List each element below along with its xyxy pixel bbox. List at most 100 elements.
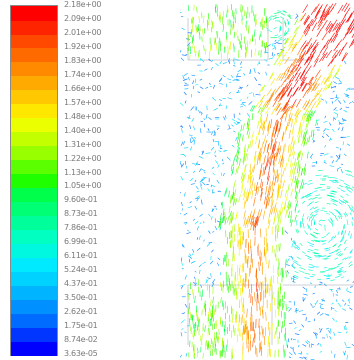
velocity-vector — [287, 21, 289, 25]
velocity-vector — [244, 219, 248, 228]
velocity-vector — [340, 18, 346, 28]
velocity-vector — [317, 14, 324, 24]
velocity-vector — [249, 171, 252, 180]
velocity-vector — [330, 350, 333, 354]
velocity-vector — [280, 73, 286, 82]
velocity-vector — [200, 339, 202, 346]
velocity-vector — [323, 129, 326, 132]
velocity-vector — [330, 307, 335, 310]
velocity-vector — [260, 346, 262, 356]
velocity-vector — [254, 333, 256, 343]
velocity-vector — [302, 4, 309, 14]
velocity-vector — [251, 112, 254, 121]
velocity-vector — [351, 344, 354, 347]
velocity-vector — [308, 225, 312, 231]
velocity-vector — [295, 15, 298, 19]
velocity-vector — [231, 213, 234, 221]
velocity-vector — [336, 248, 340, 252]
velocity-vector — [192, 249, 195, 253]
velocity-vector — [210, 146, 215, 151]
velocity-vector — [212, 172, 215, 176]
velocity-vector — [191, 24, 194, 33]
velocity-vector — [232, 21, 234, 29]
velocity-vector — [212, 189, 214, 194]
velocity-vector — [337, 270, 342, 273]
velocity-vector — [323, 153, 329, 156]
velocity-vector — [249, 105, 254, 112]
velocity-vector — [274, 34, 279, 37]
velocity-vector — [341, 230, 344, 235]
velocity-vector — [246, 219, 250, 228]
colorbar-swatch — [11, 103, 57, 119]
velocity-vector — [323, 12, 330, 21]
velocity-vector — [274, 170, 277, 180]
velocity-vector — [332, 203, 338, 206]
velocity-vector — [230, 216, 232, 224]
velocity-vector — [194, 179, 197, 183]
velocity-vector — [298, 81, 305, 91]
velocity-vector — [278, 349, 280, 357]
velocity-vector — [323, 274, 330, 276]
velocity-vector — [220, 296, 222, 303]
velocity-vector — [223, 116, 226, 121]
velocity-vector — [284, 162, 288, 171]
velocity-vector — [310, 276, 314, 278]
velocity-vector — [334, 353, 336, 358]
velocity-vector — [215, 331, 217, 340]
velocity-vector — [236, 76, 241, 78]
velocity-vector — [262, 16, 264, 24]
velocity-vector — [260, 191, 263, 201]
velocity-vector — [260, 187, 263, 198]
velocity-vector — [243, 144, 246, 153]
velocity-vector — [273, 137, 277, 147]
velocity-vector — [246, 308, 248, 318]
velocity-vector — [334, 275, 341, 278]
velocity-vector — [309, 51, 315, 61]
velocity-vector — [294, 176, 297, 184]
velocity-vector — [271, 15, 277, 18]
velocity-vector — [304, 56, 310, 66]
velocity-vector — [231, 192, 234, 199]
velocity-vector — [186, 229, 190, 232]
velocity-vector — [305, 194, 310, 198]
velocity-vector — [341, 126, 344, 132]
velocity-vector — [277, 128, 280, 138]
velocity-vector — [343, 212, 347, 218]
velocity-vector — [211, 216, 213, 220]
velocity-vector — [302, 82, 308, 92]
velocity-vector — [333, 42, 340, 52]
velocity-vector — [221, 350, 223, 357]
velocity-vector — [277, 276, 279, 285]
velocity-vector — [183, 212, 188, 216]
velocity-vector — [294, 18, 299, 25]
velocity-vector — [296, 166, 299, 174]
velocity-vector — [278, 72, 284, 81]
velocity-vector — [222, 215, 225, 223]
velocity-vector — [237, 117, 242, 122]
velocity-vector — [220, 172, 223, 176]
velocity-vector — [274, 39, 277, 42]
velocity-vector — [339, 179, 345, 182]
velocity-vector — [268, 15, 273, 19]
velocity-vector — [308, 266, 314, 269]
velocity-vector — [189, 124, 191, 129]
velocity-vector — [227, 128, 231, 130]
velocity-vector — [328, 330, 331, 334]
colorbar-swatch — [11, 257, 57, 272]
velocity-vector — [196, 195, 200, 199]
colorbar-swatch — [11, 131, 57, 147]
velocity-vector — [239, 61, 243, 65]
velocity-vector — [291, 126, 295, 135]
velocity-vector — [249, 163, 252, 173]
velocity-vector — [296, 256, 301, 260]
velocity-vector — [241, 103, 246, 107]
velocity-vector — [241, 264, 243, 273]
velocity-vector — [287, 63, 293, 73]
velocity-vector — [245, 11, 247, 19]
velocity-vector — [196, 161, 199, 165]
velocity-vector — [240, 33, 242, 41]
velocity-vector — [270, 78, 276, 86]
velocity-vector — [326, 187, 331, 189]
velocity-vector — [348, 102, 352, 104]
velocity-vector — [290, 346, 293, 350]
